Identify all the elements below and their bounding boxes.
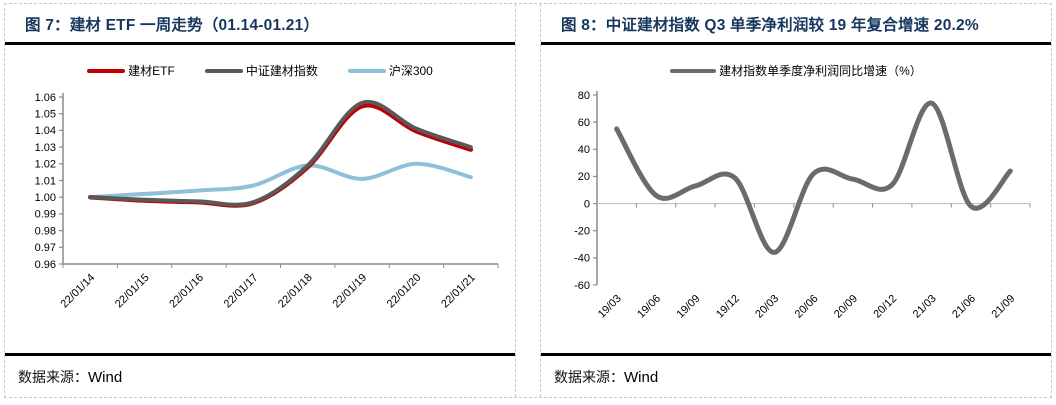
x-tick-label: 22/01/14 bbox=[58, 272, 97, 311]
legend-item: 沪深300 bbox=[347, 62, 433, 79]
y-tick-label: 1.01 bbox=[34, 175, 55, 187]
legend-label: 建材ETF bbox=[128, 64, 175, 78]
x-tick-label: 22/01/18 bbox=[276, 272, 315, 311]
y-tick-label: 0.96 bbox=[34, 259, 55, 271]
x-tick-label: 20/03 bbox=[753, 293, 781, 321]
y-tick-label: -40 bbox=[574, 253, 590, 265]
legend-line-swatch bbox=[347, 68, 386, 73]
y-tick-label: 0.97 bbox=[34, 242, 55, 254]
y-tick-label: 0.99 bbox=[34, 209, 55, 221]
data-source-label: 数据来源： bbox=[554, 369, 624, 385]
x-tick-label: 20/12 bbox=[871, 293, 899, 321]
figure-7-title: 图 7：建材 ETF 一周走势（01.14-01.21） bbox=[5, 4, 515, 45]
figure-8-panel: 图 8：中证建材指数 Q3 单季净利润较 19 年复合增速 20.2% 建材指数… bbox=[540, 4, 1051, 397]
y-tick-label: -20 bbox=[574, 226, 590, 238]
profit-growth-chart: -60 -40 -20 0 20 40 60 80 19/03 19/06 19/09 19/12 20… bbox=[574, 90, 1030, 321]
data-source-label: 数据来源： bbox=[18, 369, 88, 385]
figure-8-data-source: 数据来源：Wind bbox=[541, 353, 1051, 397]
legend-item: 建材指数单季度净利润同比增速（%） bbox=[670, 62, 922, 79]
x-tick-label: 19/03 bbox=[595, 293, 623, 321]
report-figures-row: 图 7：建材 ETF 一周走势（01.14-01.21） 建材ETF 中证建材指数… bbox=[4, 3, 1052, 398]
x-tick-label: 19/09 bbox=[674, 293, 702, 321]
figure-8-title: 图 8：中证建材指数 Q3 单季净利润较 19 年复合增速 20.2% bbox=[541, 4, 1051, 45]
legend-item: 建材ETF bbox=[87, 62, 175, 79]
y-tick-label: 1.05 bbox=[34, 109, 55, 121]
y-tick-label: 80 bbox=[577, 90, 589, 102]
figure-8-legend: 建材指数单季度净利润同比增速（%） bbox=[541, 62, 1051, 79]
x-tick-label: 21/03 bbox=[910, 293, 938, 321]
etf-week-trend-chart: 0.96 0.97 0.98 0.99 1.00 1.01 1.02 1.03 1.04 1.05… bbox=[34, 92, 498, 311]
y-tick-label: 0.98 bbox=[34, 225, 55, 237]
y-tick-label: -60 bbox=[574, 280, 590, 292]
figure-7-legend: 建材ETF 中证建材指数 沪深300 bbox=[5, 62, 515, 79]
y-tick-label: 1.03 bbox=[34, 142, 55, 154]
y-tick-label: 20 bbox=[577, 171, 589, 183]
x-tick-label: 22/01/20 bbox=[384, 272, 423, 311]
x-tick-label: 20/09 bbox=[832, 293, 860, 321]
legend-label: 中证建材指数 bbox=[245, 64, 318, 78]
y-tick-label: 1.04 bbox=[34, 125, 55, 137]
y-tick-label: 1.06 bbox=[34, 92, 55, 104]
y-tick-label: 40 bbox=[577, 144, 589, 156]
x-tick-label: 20/06 bbox=[792, 293, 820, 321]
legend-line-swatch bbox=[87, 68, 126, 73]
series-line-0 bbox=[613, 100, 1013, 255]
x-tick-label: 19/12 bbox=[713, 293, 741, 321]
x-tick-label: 22/01/17 bbox=[221, 272, 260, 311]
figure-7-data-source: 数据来源：Wind bbox=[5, 353, 515, 397]
legend-item: 中证建材指数 bbox=[204, 62, 318, 79]
series-line-2 bbox=[87, 161, 473, 200]
x-tick-label: 21/06 bbox=[950, 293, 978, 321]
series-line-1 bbox=[87, 99, 473, 207]
x-tick-label: 22/01/21 bbox=[439, 272, 478, 311]
legend-line-swatch bbox=[204, 68, 243, 73]
x-tick-label: 22/01/19 bbox=[330, 272, 369, 311]
y-tick-label: 1.00 bbox=[34, 192, 55, 204]
figure-7-panel: 图 7：建材 ETF 一周走势（01.14-01.21） 建材ETF 中证建材指数… bbox=[5, 4, 516, 397]
data-source-value: Wind bbox=[624, 369, 659, 386]
x-tick-label: 22/01/15 bbox=[112, 272, 151, 311]
y-tick-label: 60 bbox=[577, 117, 589, 129]
y-tick-label: 1.02 bbox=[34, 159, 55, 171]
legend-line-swatch bbox=[670, 68, 717, 73]
series-line-0 bbox=[87, 103, 473, 208]
x-tick-label: 21/09 bbox=[989, 293, 1017, 321]
legend-label: 沪深300 bbox=[388, 64, 433, 78]
y-tick-label: 0 bbox=[583, 198, 589, 210]
legend-label: 建材指数单季度净利润同比增速（%） bbox=[719, 64, 922, 78]
data-source-value: Wind bbox=[88, 369, 123, 386]
x-tick-label: 22/01/16 bbox=[167, 272, 206, 311]
x-tick-label: 19/06 bbox=[635, 293, 663, 321]
